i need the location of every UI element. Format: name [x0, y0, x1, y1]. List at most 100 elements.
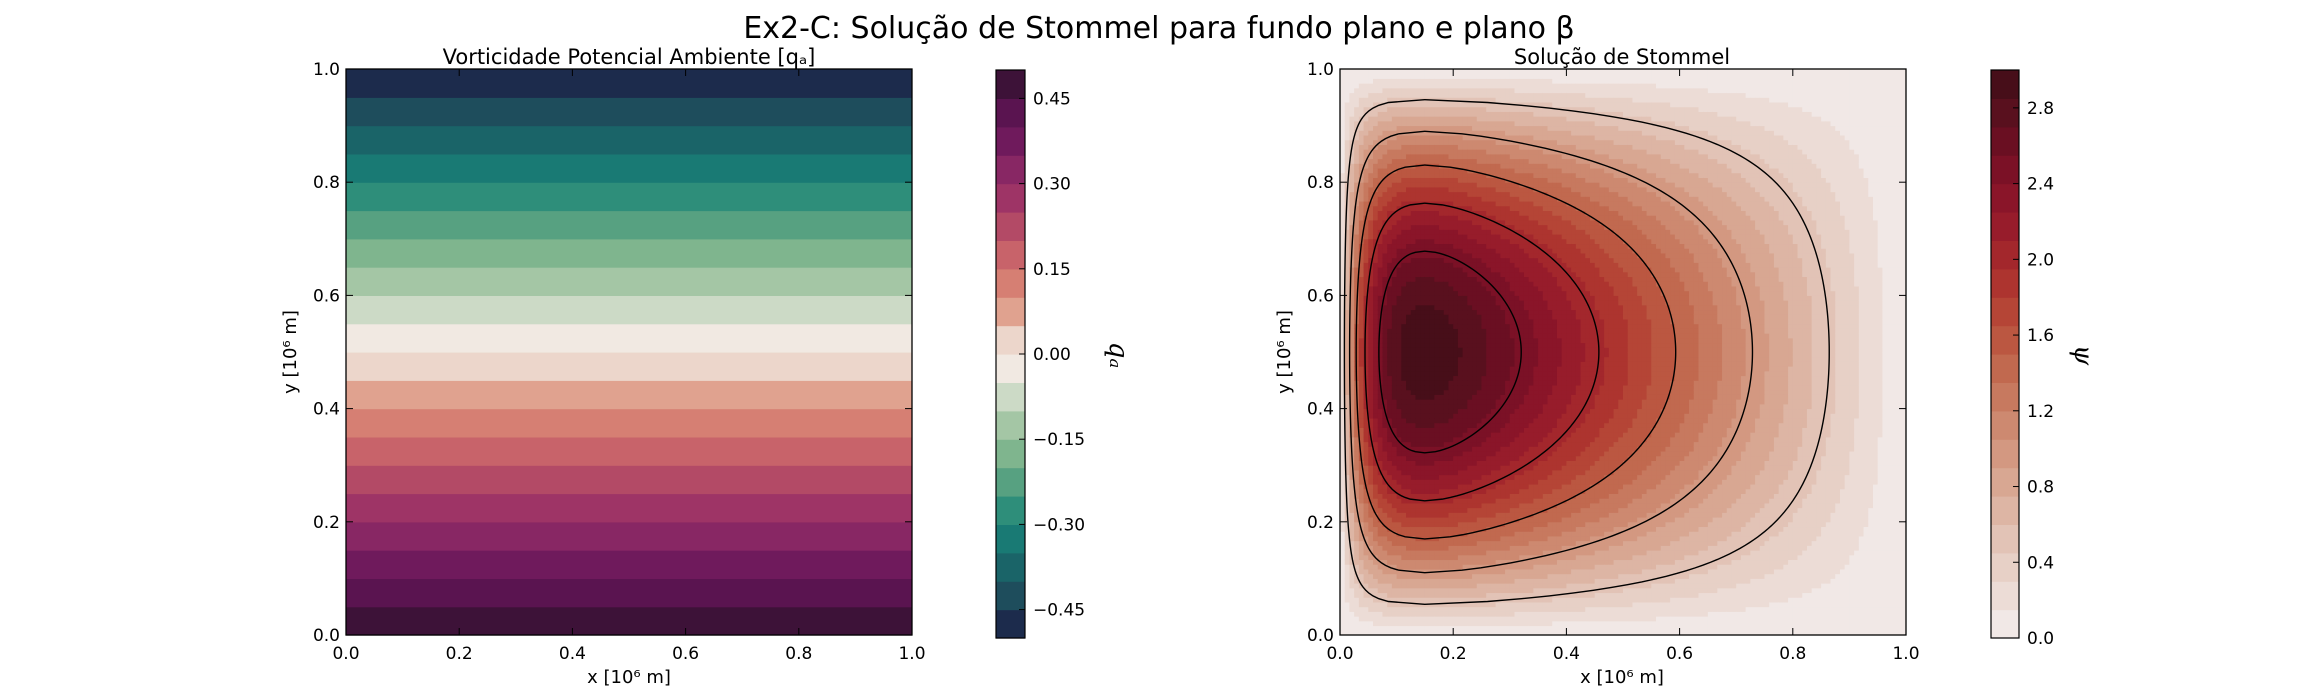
contour-cell: [1467, 238, 1473, 245]
contour-cell: [1467, 606, 1473, 612]
contour-cell: [1481, 347, 1487, 353]
contour-cell: [1406, 403, 1412, 410]
contour-cell: [1481, 370, 1487, 377]
contour-cell: [1457, 517, 1464, 523]
contour-cell: [1443, 257, 1449, 263]
contour-cell: [1354, 630, 1360, 635]
contour-cell: [1340, 517, 1346, 523]
contour-cell: [1358, 191, 1365, 197]
contour-cell: [1467, 601, 1473, 608]
contour-cell: [1443, 97, 1449, 103]
contour-cell: [1344, 106, 1350, 112]
contour-cell: [1415, 168, 1421, 174]
contour-cell: [1490, 102, 1497, 108]
contour-cell: [1344, 262, 1350, 268]
contour-cell: [1349, 97, 1355, 103]
contour-cell: [1505, 535, 1511, 542]
contour-cell: [1462, 97, 1468, 103]
contour-cell: [1514, 441, 1520, 447]
contour-cell: [1349, 578, 1355, 584]
contour-cell: [1472, 262, 1478, 268]
contour-cell: [1391, 606, 1398, 612]
contour-cell: [1528, 531, 1534, 537]
contour-cell: [1368, 356, 1374, 362]
contour-cell: [1377, 502, 1383, 509]
contour-cell: [1396, 182, 1402, 188]
contour-cell: [1462, 507, 1468, 513]
contour-cell: [1453, 578, 1459, 584]
contour-cell: [1382, 455, 1388, 461]
contour-cell: [1391, 238, 1398, 245]
contour-cell: [1439, 432, 1445, 438]
contour-cell: [1500, 83, 1506, 89]
contour-cell: [1523, 559, 1530, 565]
contour-cell: [1490, 182, 1497, 188]
contour-cell: [1391, 517, 1398, 523]
contour-cell: [1519, 229, 1525, 235]
contour-cell: [1434, 366, 1440, 372]
contour-cell: [1340, 554, 1346, 561]
contour-cell: [1387, 83, 1393, 89]
contour-cell: [1434, 488, 1440, 494]
contour-cell: [1457, 78, 1464, 84]
contour-cell: [1387, 238, 1393, 245]
contour-cell: [1349, 564, 1355, 570]
contour-cell: [1490, 432, 1497, 438]
contour-cell: [1509, 389, 1516, 395]
contour-cell: [1467, 201, 1473, 207]
contour-cell: [1387, 323, 1393, 329]
contour-cell: [1368, 465, 1374, 471]
contour-cell: [1519, 135, 1525, 141]
contour-cell: [1523, 611, 1530, 617]
contour-cell: [1434, 399, 1440, 405]
contour-cell: [1476, 215, 1482, 221]
contour-cell: [1509, 403, 1516, 410]
contour-cell: [1457, 531, 1464, 537]
contour-cell: [1358, 163, 1365, 169]
contour-cell: [1486, 380, 1492, 386]
contour-cell: [1406, 422, 1412, 428]
contour-cell: [1382, 224, 1388, 230]
contour-cell: [1410, 300, 1416, 306]
contour-cell: [1401, 498, 1407, 504]
contour-cell: [1443, 484, 1449, 490]
contour-cell: [1523, 498, 1530, 504]
contour-cell: [1481, 243, 1487, 249]
contour-cell: [1505, 366, 1511, 372]
contour-cell: [1443, 502, 1449, 509]
contour-cell: [1354, 257, 1360, 263]
contour-cell: [1434, 276, 1440, 282]
contour-cell: [1415, 186, 1421, 193]
contour-cell: [1448, 139, 1454, 145]
contour-cell: [1415, 460, 1421, 466]
contour-cell: [1377, 243, 1383, 249]
contour-cell: [1443, 413, 1449, 419]
contour-cell: [1434, 196, 1440, 202]
contour-cell: [1382, 578, 1388, 584]
contour-cell: [1344, 446, 1350, 452]
contour-cell: [1467, 616, 1473, 622]
contour-cell: [1373, 507, 1379, 513]
contour-cell: [1406, 469, 1412, 476]
contour-cell: [1514, 224, 1520, 230]
contour-cell: [1391, 243, 1398, 249]
contour-cell: [1363, 465, 1369, 471]
contour-cell: [1401, 517, 1407, 523]
contour-cell: [1391, 545, 1398, 551]
contour-cell: [1434, 205, 1440, 211]
contour-cell: [1528, 375, 1534, 381]
contour-cell: [1476, 285, 1482, 292]
contour-cell: [1354, 285, 1360, 292]
contour-cell: [1457, 295, 1464, 301]
contour-cell: [1406, 512, 1412, 518]
contour-cell: [1424, 422, 1431, 428]
contour-cell: [1358, 347, 1365, 353]
contour-cell: [1439, 191, 1445, 197]
contour-cell: [1457, 479, 1464, 485]
contour-cell: [1476, 564, 1482, 570]
contour-cell: [1467, 97, 1473, 103]
contour-cell: [1523, 460, 1530, 466]
contour-cell: [1415, 550, 1421, 556]
contour-cell: [1349, 521, 1355, 528]
contour-cell: [1448, 342, 1454, 348]
